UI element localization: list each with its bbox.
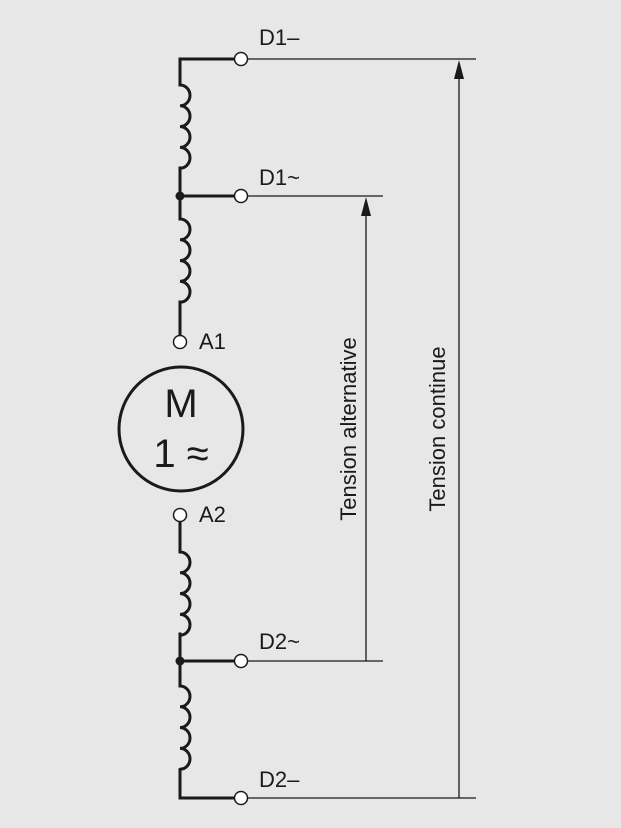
- arrowhead-dc: [454, 60, 464, 79]
- terminal-a1: [172, 334, 188, 350]
- label-d2-dc: D2–: [259, 767, 300, 792]
- label-d1-dc: D1–: [259, 25, 300, 50]
- label-d1-ac: D1~: [259, 165, 300, 190]
- motor-symbol: M 1 ≈: [117, 365, 245, 493]
- label-dc-voltage: Tension continue: [425, 346, 450, 511]
- label-a2: A2: [199, 502, 226, 527]
- coil-upper-1: [178, 83, 192, 170]
- coil-upper-2: [178, 217, 192, 304]
- motor-label-phase: 1 ≈: [153, 432, 208, 476]
- terminal-d1-dc: [233, 51, 249, 67]
- motor-label-m: M: [164, 382, 197, 426]
- dc-voltage-dimension: [454, 60, 464, 798]
- terminal-d1-ac: [233, 188, 249, 204]
- coil-lower-1: [178, 550, 192, 637]
- coil-lower-2: [178, 684, 192, 771]
- terminal-d2-dc: [233, 790, 249, 806]
- terminal-a2: [172, 507, 188, 523]
- ac-voltage-dimension: [361, 197, 371, 661]
- arrowhead-ac: [361, 197, 371, 216]
- junction-lower: [175, 656, 185, 666]
- label-ac-voltage: Tension alternative: [336, 337, 361, 520]
- label-d2-ac: D2~: [259, 629, 300, 654]
- junction-upper: [175, 191, 185, 201]
- terminal-d2-ac: [233, 653, 249, 669]
- label-a1: A1: [199, 329, 226, 354]
